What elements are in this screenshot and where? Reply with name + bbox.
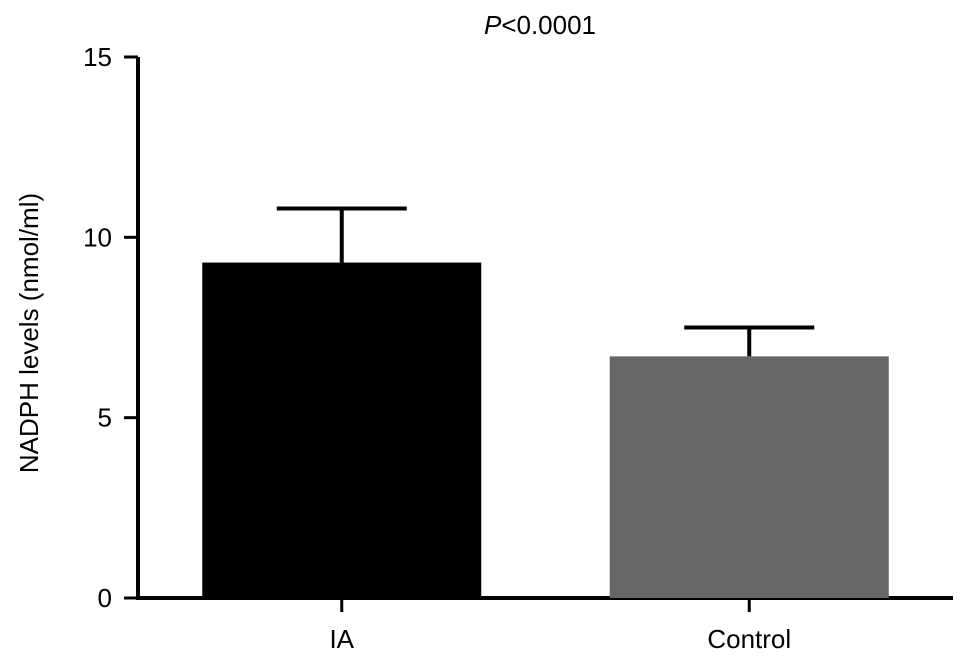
x-tick-label: Control <box>707 624 791 654</box>
x-tick-labels: IA Control <box>329 598 791 654</box>
y-axis-label: NADPH levels (nmol/ml) <box>14 193 44 473</box>
y-tick-label: 10 <box>83 222 112 252</box>
bar-control <box>609 356 889 598</box>
y-ticks: 0 5 10 15 <box>83 42 138 613</box>
y-tick-label: 0 <box>98 583 112 613</box>
bar-ia <box>202 262 482 598</box>
bars <box>202 206 889 598</box>
y-tick-label: 15 <box>83 42 112 72</box>
p-value-text: <0.0001 <box>501 10 596 40</box>
y-tick-label: 5 <box>98 403 112 433</box>
p-value-annotation: P<0.0001 <box>484 10 596 40</box>
x-tick-label: IA <box>329 624 354 654</box>
p-value-symbol: P <box>484 10 502 40</box>
